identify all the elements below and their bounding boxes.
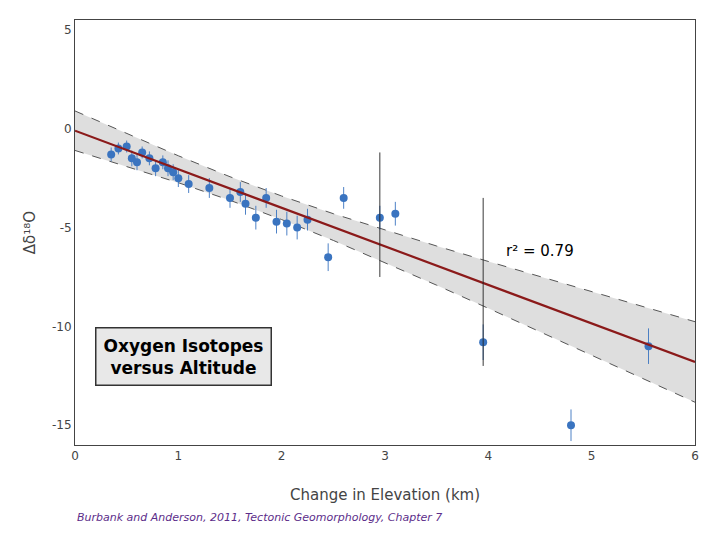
svg-text:0: 0 xyxy=(71,449,79,463)
svg-text:3: 3 xyxy=(381,449,389,463)
svg-text:Oxygen Isotopesversus Altitude: Oxygen Isotopesversus Altitude xyxy=(104,336,264,378)
svg-text:Δδ¹⁸O: Δδ¹⁸O xyxy=(21,211,39,254)
svg-text:1: 1 xyxy=(175,449,183,463)
svg-text:0: 0 xyxy=(64,122,72,136)
svg-text:2: 2 xyxy=(278,449,286,463)
svg-text:-10: -10 xyxy=(52,320,72,334)
svg-text:Change in Elevation (km): Change in Elevation (km) xyxy=(290,486,480,504)
svg-text:r² = 0.79: r² = 0.79 xyxy=(506,242,574,260)
svg-text:-15: -15 xyxy=(52,418,72,432)
svg-text:4: 4 xyxy=(485,449,493,463)
svg-text:6: 6 xyxy=(691,449,699,463)
svg-text:5: 5 xyxy=(64,23,72,37)
svg-text:5: 5 xyxy=(588,449,596,463)
svg-text:-5: -5 xyxy=(60,221,72,235)
svg-text:Burbank and Anderson, 2011, Te: Burbank and Anderson, 2011, Tectonic Geo… xyxy=(77,511,442,524)
